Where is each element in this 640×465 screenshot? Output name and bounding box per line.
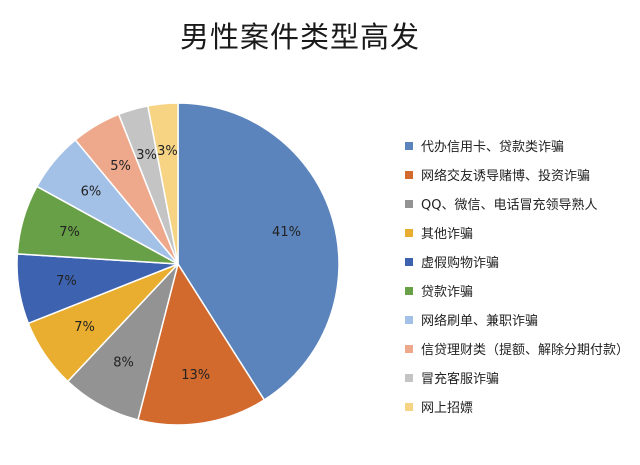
pie-slice [177,102,340,401]
legend-item: 网上招嫖 [405,392,629,421]
slice-value-label: 6% [81,185,102,200]
legend-swatch [405,344,413,353]
slice-value-label: 5% [110,159,131,174]
legend-label: QQ、微信、电话冒充领导熟人 [421,198,598,213]
slice-value-label: 3% [157,144,178,159]
legend-item: 网络刷单、兼职诈骗 [405,305,629,334]
legend-item: QQ、微信、电话冒充领导熟人 [405,189,629,218]
legend-item: 贷款诈骗 [405,276,629,305]
legend-item: 冒充客服诈骗 [405,363,629,392]
legend-label: 网络刷单、兼职诈骗 [421,314,539,329]
legend: 代办信用卡、贷款类诈骗网络交友诱导赌博、投资诈骗 QQ、微信、电话冒充领导熟人 其他… [405,131,629,421]
legend-label: 其他诈骗 [421,227,474,242]
legend-swatch [405,257,413,266]
slice-value-label: 41% [272,225,301,240]
legend-label: 网上招嫖 [421,401,474,416]
pie-slice [137,262,266,426]
slice-value-label: 3% [136,148,157,163]
legend-item: 网络交友诱导赌博、投资诈骗 [405,160,629,189]
slice-value-label: 7% [59,225,80,240]
legend-swatch [405,199,413,208]
legend-swatch [405,170,413,179]
legend-label: 冒充客服诈骗 [421,372,500,387]
legend-label: 贷款诈骗 [421,285,474,300]
legend-label: 虚假购物诈骗 [421,256,500,271]
legend-swatch [405,228,413,237]
legend-item: 其他诈骗 [405,218,629,247]
legend-label: 网络交友诱导赌博、投资诈骗 [421,169,591,184]
legend-swatch [405,141,413,150]
legend-swatch [405,373,413,382]
legend-swatch [405,402,413,411]
legend-swatch [405,315,413,324]
slice-value-label: 7% [74,320,95,335]
legend-item: 虚假购物诈骗 [405,247,629,276]
legend-item: 信贷理财类（提额、解除分期付款） [405,334,629,363]
slice-value-label: 13% [181,368,210,383]
legend-item: 代办信用卡、贷款类诈骗 [405,131,629,160]
legend-label: 信贷理财类（提额、解除分期付款） [421,343,630,358]
slice-value-label: 8% [113,356,134,371]
slice-value-label: 7% [56,274,77,289]
legend-swatch [405,286,413,295]
legend-label: 代办信用卡、贷款类诈骗 [421,140,565,155]
chart-title: 男性案件类型高发 [179,20,420,54]
pie-slice [146,102,179,265]
